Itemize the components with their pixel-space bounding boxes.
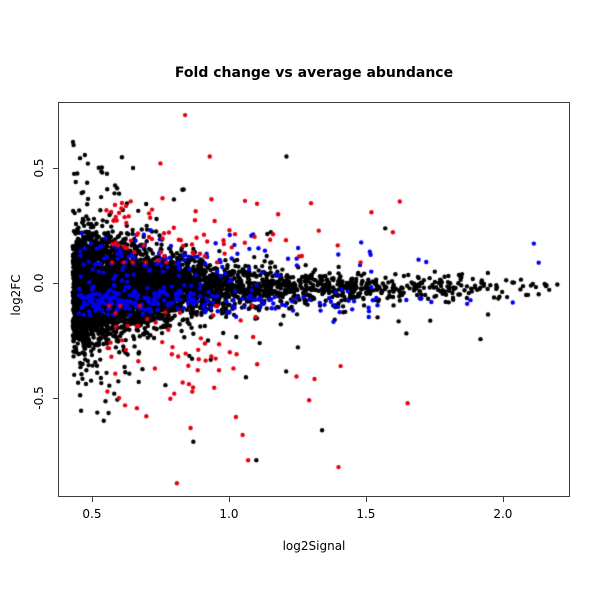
y-tick-label: -0.5 (32, 386, 46, 410)
y-axis-tick (53, 398, 58, 400)
y-axis-title: log2FC (9, 274, 23, 316)
x-tick-label: 0.5 (82, 507, 102, 521)
x-tick-label: 1.0 (219, 507, 239, 521)
chart-title: Fold change vs average abundance (174, 65, 454, 81)
plot-area-border (58, 102, 570, 497)
x-tick-label: 1.5 (356, 507, 376, 521)
y-axis-tick (53, 283, 58, 285)
x-axis-tick (365, 497, 367, 502)
x-axis-tick (228, 497, 230, 502)
y-tick-label: 0.5 (32, 158, 46, 178)
y-axis-tick (53, 168, 58, 170)
x-axis-tick (502, 497, 504, 502)
x-axis-title: log2Signal (282, 539, 346, 553)
x-tick-label: 2.0 (493, 507, 513, 521)
y-tick-label: 0.0 (32, 273, 46, 293)
x-axis-tick (91, 497, 93, 502)
